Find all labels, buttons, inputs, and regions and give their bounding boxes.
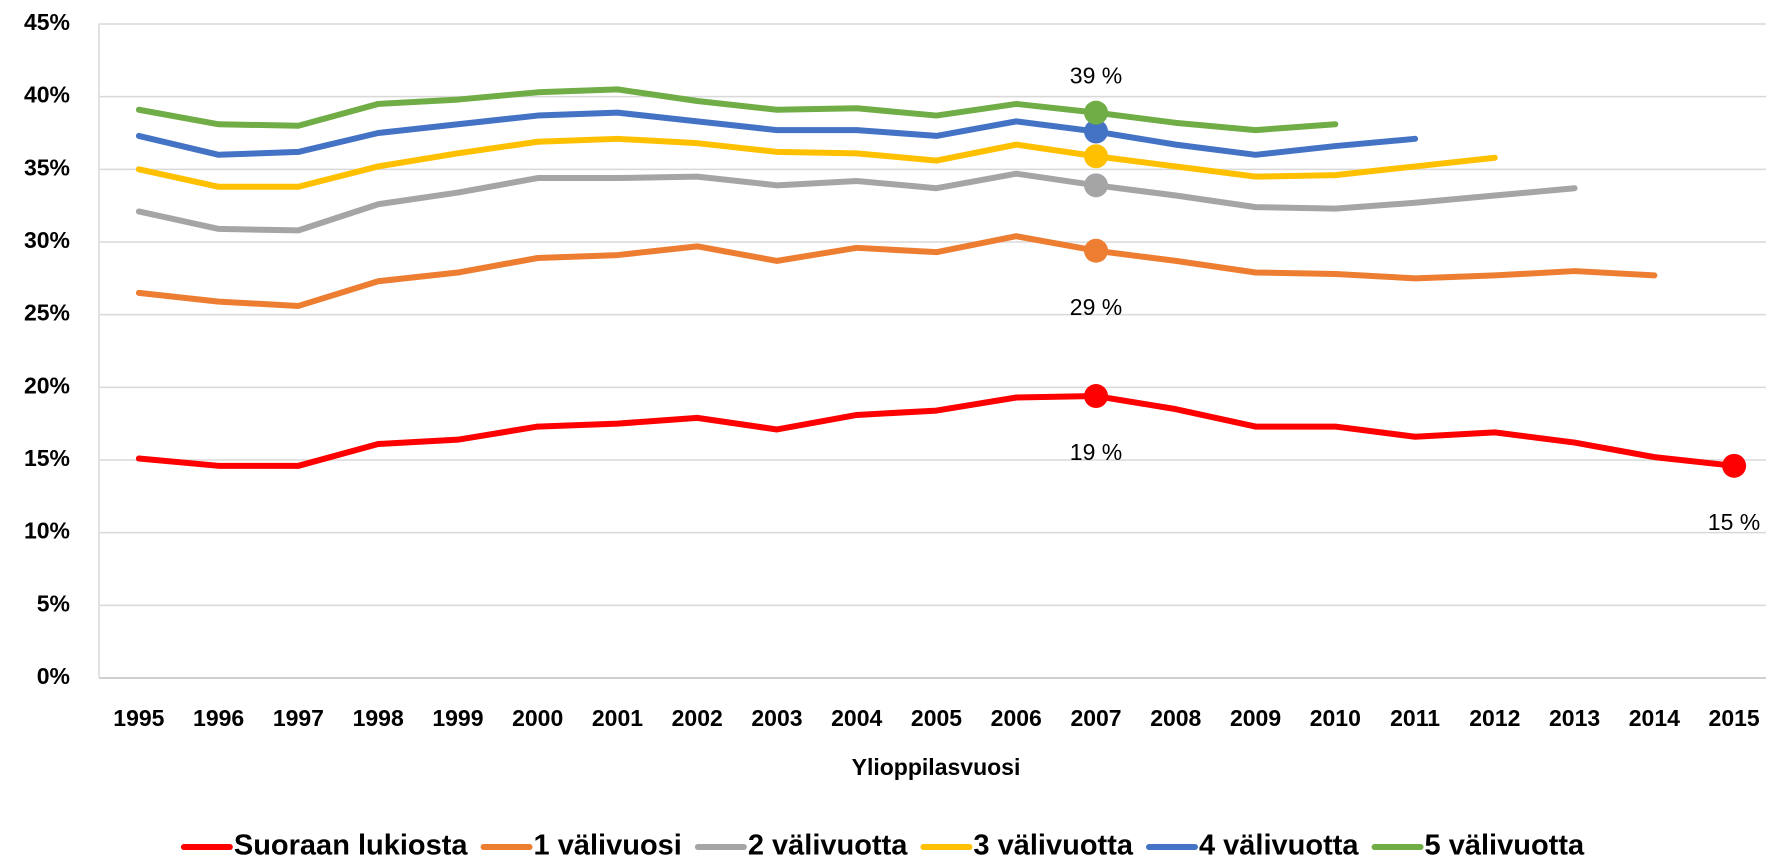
y-tick-label: 15% [24,445,70,471]
x-tick-label: 2009 [1230,705,1281,731]
x-tick-label: 1996 [193,705,244,731]
x-tick-label: 2011 [1390,705,1440,731]
x-tick-label: 2015 [1709,705,1760,731]
y-tick-label: 30% [24,227,70,253]
series-line [135,170,1578,234]
x-tick-label: 2013 [1549,705,1600,731]
x-tick-label: 2014 [1629,705,1680,731]
x-axis-title: Ylioppilasvuosi [852,754,1021,780]
y-tick-label: 10% [24,518,70,544]
x-tick-label: 2003 [751,705,802,731]
x-tick-label: 2008 [1150,705,1201,731]
y-tick-label: 45% [24,9,70,35]
series-line [135,109,1419,158]
point-marker [1084,144,1109,169]
y-tick-label: 35% [24,154,70,180]
y-tick-label: 0% [37,663,70,689]
series-line [135,86,1339,134]
point-marker [1084,119,1109,144]
x-tick-label: 2010 [1310,705,1361,731]
series-line [135,135,1498,190]
x-tick-label: 2012 [1469,705,1520,731]
data-label: 15 % [1708,509,1760,535]
x-tick-label: 2001 [592,705,643,731]
point-marker [1084,238,1109,263]
legend-label: 3 välivuotta [973,830,1133,862]
legend-label: 1 välivuosi [534,830,682,862]
series-line [135,233,1658,309]
x-tick-label: 1999 [432,705,483,731]
point-marker [1084,100,1109,125]
x-tick-label: 2002 [672,705,723,731]
legend-label: Suoraan lukiosta [234,830,469,862]
series-line [135,393,1738,469]
legend-label: 5 välivuotta [1425,830,1585,862]
point-marker [1084,384,1109,409]
x-tick-label: 2007 [1070,705,1121,731]
legend-label: 2 välivuotta [748,830,908,862]
y-tick-label: 25% [24,300,70,326]
y-tick-label: 40% [24,82,70,108]
point-marker [1722,453,1747,478]
x-tick-label: 1997 [273,705,324,731]
data-label: 19 % [1070,439,1122,465]
y-tick-label: 5% [37,590,70,616]
x-tick-label: 2005 [911,705,962,731]
data-label: 39 % [1070,63,1122,89]
x-tick-label: 1995 [113,705,164,731]
x-tick-label: 1998 [353,705,404,731]
x-tick-label: 2006 [991,705,1042,731]
point-marker [1084,173,1109,198]
x-tick-label: 2000 [512,705,563,731]
legend-label: 4 välivuotta [1199,830,1359,862]
y-tick-label: 20% [24,372,70,398]
data-label: 29 % [1070,294,1122,320]
x-tick-label: 2004 [831,705,882,731]
